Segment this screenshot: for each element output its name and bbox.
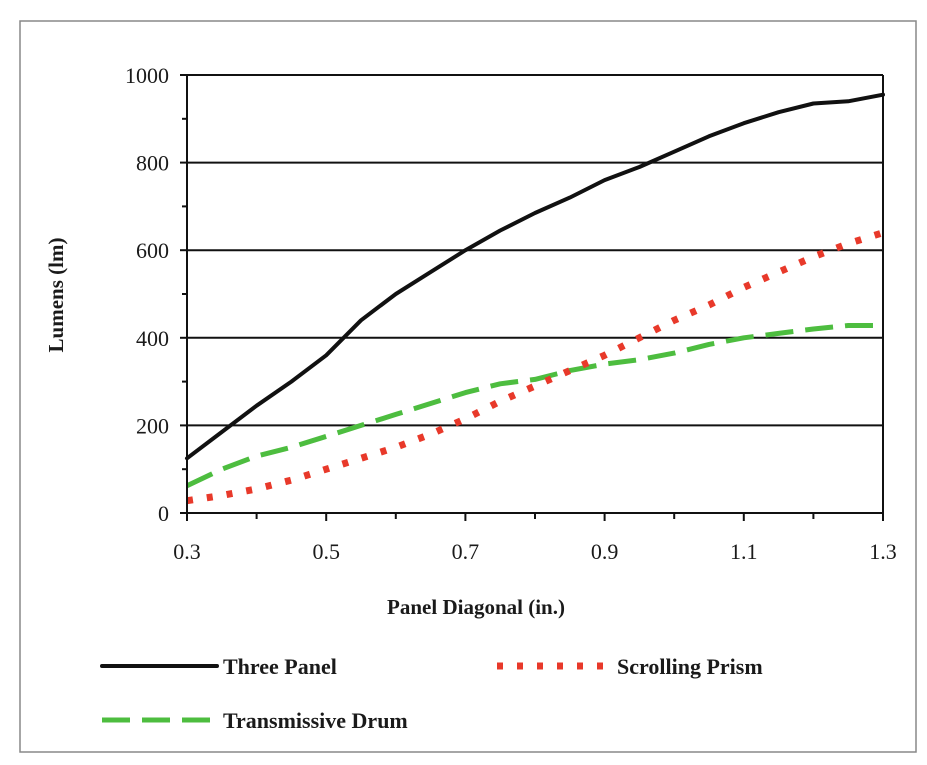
y-tick-label: 600 <box>136 238 169 263</box>
y-tick-label: 1000 <box>125 63 169 88</box>
x-tick-label: 0.3 <box>173 539 201 564</box>
legend-entry-three-panel: Three Panel <box>100 654 337 679</box>
x-tick-label: 0.7 <box>452 539 480 564</box>
x-tick-label: 0.5 <box>312 539 340 564</box>
legend-label: Scrolling Prism <box>617 654 763 679</box>
tick-layer: 0 200 400 600 800 1000 0.3 0.5 0.7 0.9 1.1 1.3 <box>125 63 897 564</box>
x-tick-label: 1.3 <box>869 539 897 564</box>
figure-border <box>19 20 917 753</box>
legend-entry-scrolling-prism: Scrolling Prism <box>497 654 763 679</box>
legend-label: Transmissive Drum <box>223 708 408 733</box>
y-tick-label: 800 <box>136 151 169 176</box>
x-tick-label: 1.1 <box>730 539 758 564</box>
y-axis-title: Lumens (lm) <box>44 238 68 353</box>
gridlines <box>187 74 883 427</box>
x-tick-label: 0.9 <box>591 539 619 564</box>
x-axis-title: Panel Diagonal (in.) <box>387 595 565 619</box>
y-tick-label: 200 <box>136 413 169 438</box>
axes <box>186 75 884 514</box>
legend-label: Three Panel <box>223 654 337 679</box>
series-line-three-panel <box>185 92 885 461</box>
series-line-scrolling-prism <box>186 229 885 505</box>
y-tick-label: 400 <box>136 326 169 351</box>
legend-entry-transmissive-drum: Transmissive Drum <box>102 708 408 733</box>
y-tick-label: 0 <box>158 501 169 526</box>
series-layer <box>185 92 885 505</box>
legend: Three Panel Scrolling Prism Transmissive D… <box>100 654 763 733</box>
series-line-transmissive-drum <box>185 323 883 489</box>
